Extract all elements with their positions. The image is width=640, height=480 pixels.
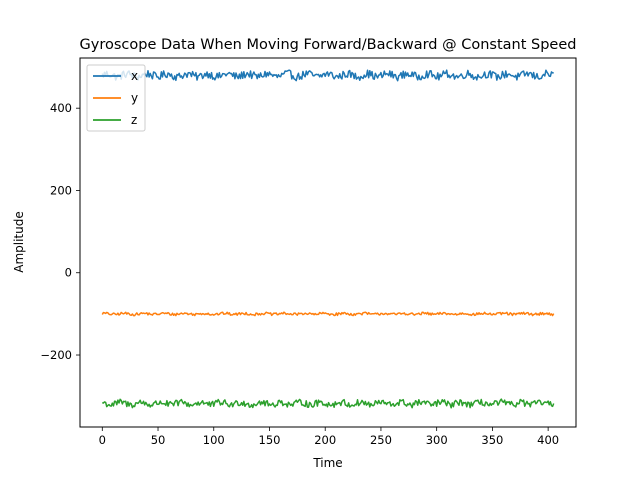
x-tick-label: 300 <box>426 433 448 447</box>
x-tick-label: 0 <box>99 433 106 447</box>
x-axis-ticks: 0 50 100 150 200 250 300 350 400 <box>99 427 559 447</box>
x-tick-label: 150 <box>259 433 281 447</box>
y-tick-label: 200 <box>50 183 72 197</box>
x-tick-label: 200 <box>314 433 336 447</box>
x-tick-label: 350 <box>481 433 503 447</box>
x-axis-label: Time <box>312 456 342 470</box>
series-line-y <box>101 311 555 317</box>
x-tick-label: 50 <box>151 433 166 447</box>
y-axis-ticks: −200 0 200 400 <box>40 101 80 362</box>
y-tick-label: 0 <box>65 266 72 280</box>
x-tick-label: 100 <box>203 433 225 447</box>
series-line-z <box>102 398 555 409</box>
legend: xyz <box>86 64 146 132</box>
legend-label-y: y <box>131 91 138 105</box>
axes-frame <box>79 57 577 428</box>
legend-label-z: z <box>131 113 137 127</box>
chart-title: Gyroscope Data When Moving Forward/Backw… <box>80 37 577 53</box>
x-tick-label: 250 <box>370 433 392 447</box>
x-tick-label: 400 <box>537 433 559 447</box>
y-axis-label: Amplitude <box>12 211 26 273</box>
y-tick-label: −200 <box>40 348 72 362</box>
y-tick-label: 400 <box>50 101 72 115</box>
series-line-x <box>101 69 554 82</box>
series-layer <box>101 69 555 409</box>
legend-label-x: x <box>131 69 138 83</box>
